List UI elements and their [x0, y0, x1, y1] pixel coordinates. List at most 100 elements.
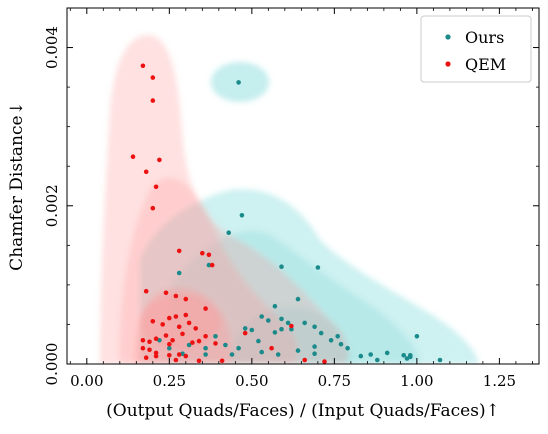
qem-point-2	[150, 98, 156, 103]
qem-point-3	[130, 154, 136, 159]
ours-point-33	[295, 348, 301, 353]
ours-point-41	[404, 356, 410, 361]
qem-point-45	[219, 358, 225, 364]
qem-point-20	[150, 319, 156, 324]
ours-point-34	[312, 344, 317, 349]
ours-point-47	[275, 352, 281, 357]
ours-point-18	[272, 330, 278, 335]
qem-point-17	[183, 312, 189, 318]
ours-point-4	[176, 270, 182, 276]
ours-point-49	[203, 352, 208, 357]
qem-point-5	[143, 169, 149, 175]
ours-point-40	[408, 353, 413, 358]
qem-point-1	[150, 75, 156, 80]
ours-point-26	[203, 345, 208, 351]
ours-point-30	[186, 342, 192, 348]
ours-point-42	[437, 357, 443, 363]
x-tick-label: 0.00	[70, 372, 103, 390]
qem-point-11	[209, 262, 215, 268]
qem-point-50	[269, 345, 274, 351]
ours-point-6	[315, 265, 321, 270]
ours-point-19	[279, 326, 284, 332]
qem-point-23	[186, 320, 192, 326]
axis-tick-labels: 0.00 0.25 0.50 0.75 1.00 1.25 0.000 0.002 0.004	[43, 26, 516, 390]
qem-point-28	[153, 336, 159, 342]
ours-point-13	[302, 320, 308, 326]
ours-point-21	[335, 334, 341, 339]
y-tick-label: 0.004	[43, 26, 61, 69]
ours-point-25	[213, 334, 218, 339]
legend: Ours QEM	[420, 15, 532, 83]
x-axis-label: (Output Quads/Faces) / (Input Quads/Face…	[106, 401, 500, 421]
ours-point-9	[259, 314, 265, 319]
qem-point-13	[183, 296, 189, 302]
ours-point-46	[312, 351, 317, 357]
legend-marker-qem	[445, 61, 451, 67]
ours-point-36	[368, 352, 374, 357]
ours-point-1	[239, 213, 245, 218]
qem-point-15	[173, 293, 179, 299]
ours-point-29	[259, 349, 265, 355]
qem-point-43	[173, 357, 179, 363]
qem-point-35	[213, 341, 218, 346]
qem-point-36	[147, 347, 152, 353]
qem-density	[100, 35, 349, 364]
qem-point-48	[242, 330, 248, 336]
series-ours-points	[157, 80, 443, 363]
ours-point-24	[256, 338, 261, 344]
qem-point-6	[153, 184, 159, 190]
ours-point-44	[358, 353, 364, 359]
x-tick-label: 1.00	[400, 372, 433, 390]
ours-point-16	[242, 326, 248, 331]
qem-point-24	[193, 326, 198, 331]
ours-point-14	[312, 324, 317, 330]
legend-label-qem: QEM	[465, 55, 506, 74]
ours-point-15	[289, 326, 294, 332]
ours-point-38	[401, 353, 407, 358]
series-qem-points	[130, 63, 327, 364]
qem-point-30	[140, 338, 146, 343]
qem-point-41	[143, 355, 149, 361]
ours-point-27	[223, 342, 228, 348]
qem-point-22	[176, 324, 182, 330]
qem-point-4	[157, 157, 162, 163]
qem-point-10	[206, 252, 212, 258]
qem-point-18	[173, 314, 179, 319]
ours-point-0	[236, 80, 241, 85]
qem-point-37	[140, 345, 146, 351]
ours-point-23	[338, 341, 344, 347]
ours-point-12	[285, 320, 291, 326]
ours-point-2	[226, 230, 231, 235]
qem-point-7	[150, 205, 156, 211]
ours-point-28	[236, 345, 241, 351]
x-tick-label: 0.25	[153, 372, 186, 390]
qem-point-0	[140, 63, 146, 69]
y-tick-label: 0.002	[43, 184, 61, 227]
ours-point-20	[318, 330, 324, 336]
qem-point-40	[176, 352, 182, 357]
y-axis-label: Chamfer Distance↓	[7, 101, 27, 271]
ours-point-48	[229, 352, 235, 357]
ours-point-5	[279, 264, 284, 270]
density-contours	[100, 35, 479, 364]
qem-point-21	[160, 322, 165, 327]
x-tick-label: 0.50	[235, 372, 268, 390]
qem-point-47	[302, 357, 308, 363]
ours-point-17	[249, 327, 255, 333]
plot-frame	[66, 7, 540, 365]
qem-point-39	[167, 353, 172, 358]
qem-point-33	[180, 331, 185, 337]
ours-point-43	[375, 357, 380, 363]
qem-point-51	[183, 353, 189, 359]
qem-density-core	[140, 294, 220, 350]
y-tick-label: 0.000	[43, 343, 61, 386]
qem-point-26	[196, 338, 202, 344]
qem-point-31	[163, 333, 169, 338]
qem-point-32	[170, 338, 175, 343]
legend-label-ours: Ours	[465, 28, 504, 47]
qem-point-14	[143, 288, 149, 294]
qem-point-42	[153, 353, 159, 359]
ours-point-3	[206, 262, 212, 268]
qem-point-34	[190, 340, 195, 345]
ours-point-8	[272, 303, 278, 309]
